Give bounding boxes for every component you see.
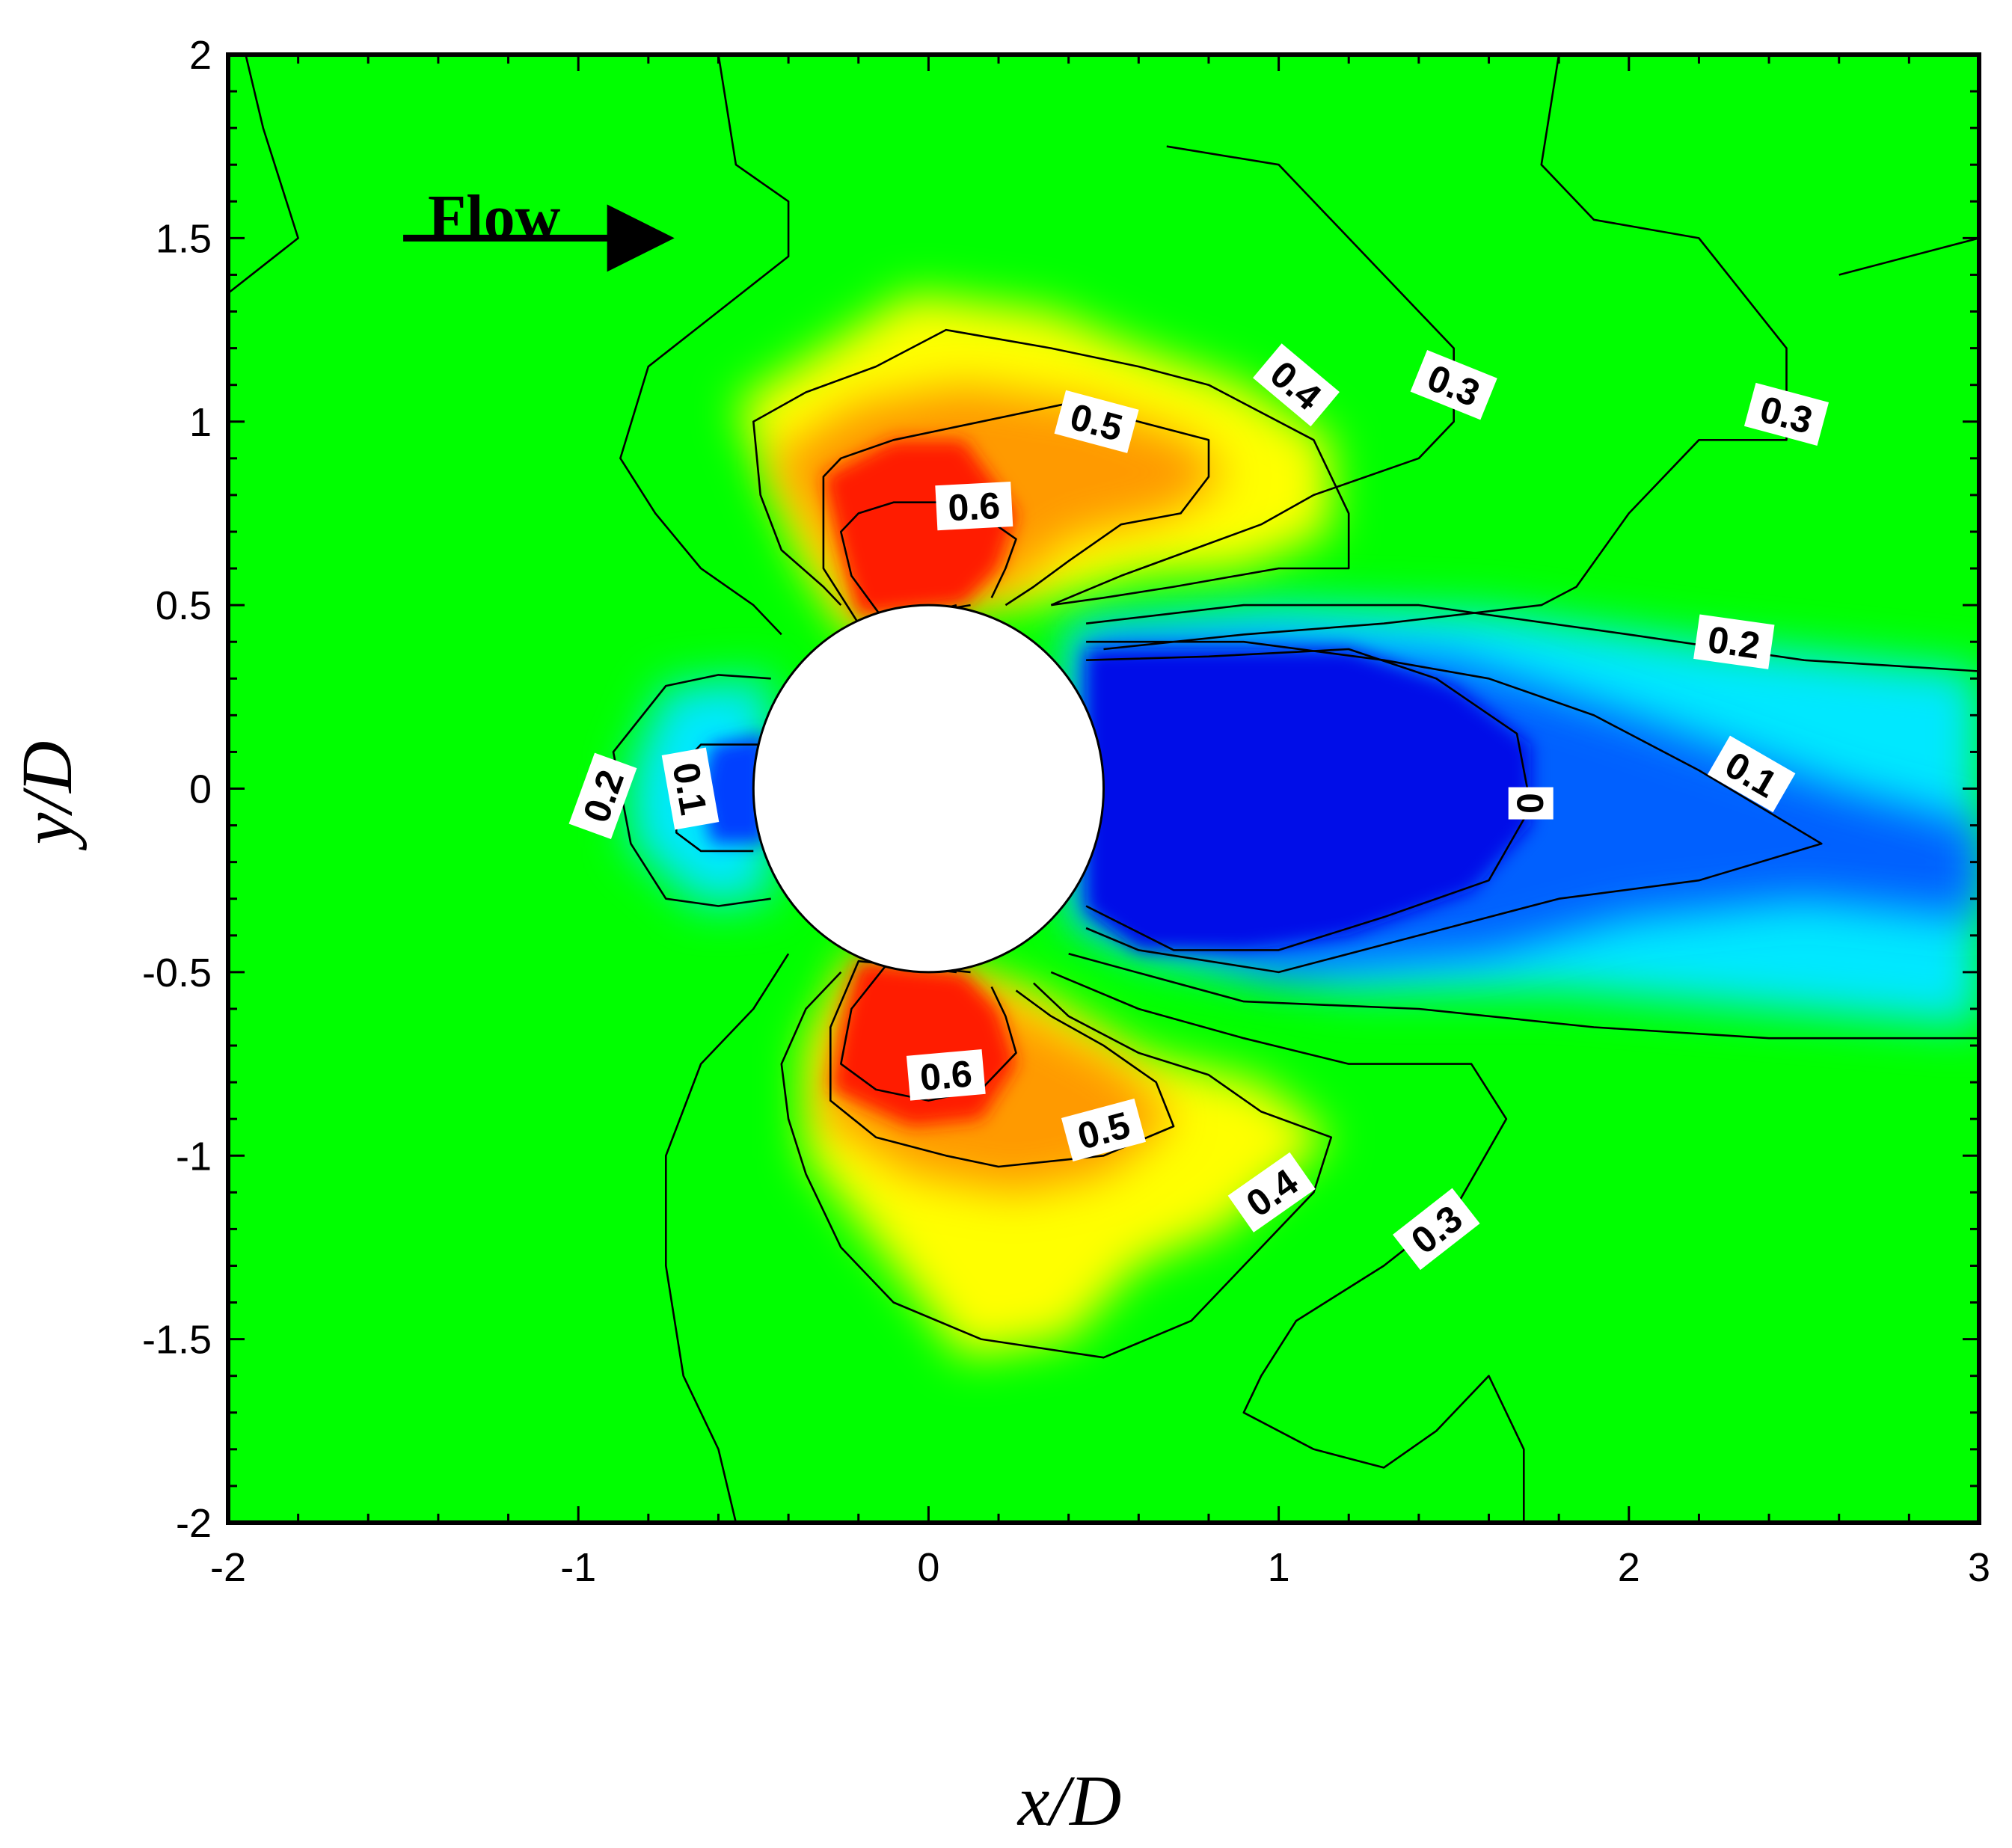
contour-line-0-3: [1838, 237, 1979, 276]
contour-label: 0.3: [1393, 1188, 1480, 1271]
contour-label-background: [935, 481, 1013, 531]
x-tick-label: 2: [1618, 1545, 1640, 1590]
contour-label-background: [1707, 735, 1796, 813]
contour-label-text: 0.6: [918, 1052, 974, 1099]
y-tick-label: -2: [176, 1501, 212, 1546]
contour-label-text: 0: [1509, 793, 1551, 814]
contour-labels: 0.60.50.4 0.30.30.20.100.10.20.60.50.40.3: [568, 343, 1829, 1271]
contour-label-background: [1508, 787, 1554, 820]
contour-line-0-6: [840, 501, 1017, 625]
x-tick-label: -2: [210, 1545, 246, 1590]
contour-label-background: [906, 1049, 986, 1101]
cylinder-body: [752, 604, 1105, 974]
contour-label-background: [1253, 343, 1340, 427]
x-tick-label: -1: [560, 1545, 596, 1590]
contour-line-0-4: [780, 971, 1333, 1359]
contour-label-background: [1061, 1098, 1147, 1161]
contour-label: 0.6: [906, 1049, 986, 1101]
contour-line-0-3: [1068, 953, 1979, 1040]
plot-area: 0.60.50.4 0.30.30.20.100.10.20.60.50.40.3: [228, 55, 1979, 1523]
contour-label-background: [1410, 349, 1497, 420]
contour-label-background: [1743, 382, 1829, 446]
y-axis-title: y/D: [7, 741, 87, 852]
contour-label-text: 0.1: [664, 760, 714, 818]
contour-line-0-3: [1103, 55, 1788, 651]
x-tick-label: 3: [1968, 1545, 1990, 1590]
contour-line-0-4: [752, 328, 1350, 607]
contour-label: 0.6: [935, 481, 1013, 531]
y-tick-label: 2: [189, 33, 212, 78]
contour-line-0-3: [619, 55, 790, 636]
axis-ticks: [227, 53, 1981, 1524]
y-tick-label: 1: [189, 400, 212, 445]
x-tick-label: 0: [917, 1545, 939, 1590]
contour-line-0-3: [1050, 971, 1525, 1523]
contour-label: 0.1: [661, 747, 720, 830]
contour-line-0-3: [664, 953, 790, 1523]
contour-lines: [228, 55, 1979, 1523]
cylinder: [752, 604, 1105, 974]
contour-label-background: [1693, 614, 1775, 669]
y-tick-label: 0: [189, 767, 212, 812]
contour-label-text: 0.2: [1705, 618, 1763, 667]
axis-tick-labels: -2 -1 0 1 2 3 -2 -1.5 -1 -0.5 0 0.5 1 1.5 2: [142, 33, 1990, 1590]
contour-line-0-3: [1050, 145, 1455, 607]
contour-line-0-5: [829, 960, 1175, 1168]
y-tick-label: 1.5: [156, 216, 212, 261]
y-tick-label: -0.5: [142, 951, 212, 995]
contour-label-background: [661, 747, 720, 830]
contour-label: 0: [1508, 787, 1554, 820]
contour-line-0-3: [228, 55, 299, 295]
contour-line-0-2: [1085, 604, 1979, 672]
contour-label-background: [1227, 1152, 1316, 1232]
x-axis-title: x/D: [1016, 1760, 1122, 1841]
contour-label-background: [1393, 1188, 1480, 1271]
y-tick-label: -1: [176, 1134, 212, 1179]
contour-label-background: [1054, 390, 1139, 453]
contour-label: 0.3: [1743, 382, 1829, 446]
contour-label: 0.2: [1693, 614, 1775, 669]
y-tick-label: -1.5: [142, 1318, 212, 1363]
x-tick-label: 1: [1268, 1545, 1290, 1590]
flow-label: Flow: [428, 182, 561, 252]
color-region-wake-blue: [1086, 649, 1531, 951]
y-tick-label: 0.5: [156, 583, 212, 628]
contour-label-background: [568, 752, 637, 840]
contour-line-0-6: [840, 963, 1017, 1102]
contour-label-text: 0.6: [947, 485, 1001, 529]
flow-annotation: Flow: [403, 182, 675, 272]
